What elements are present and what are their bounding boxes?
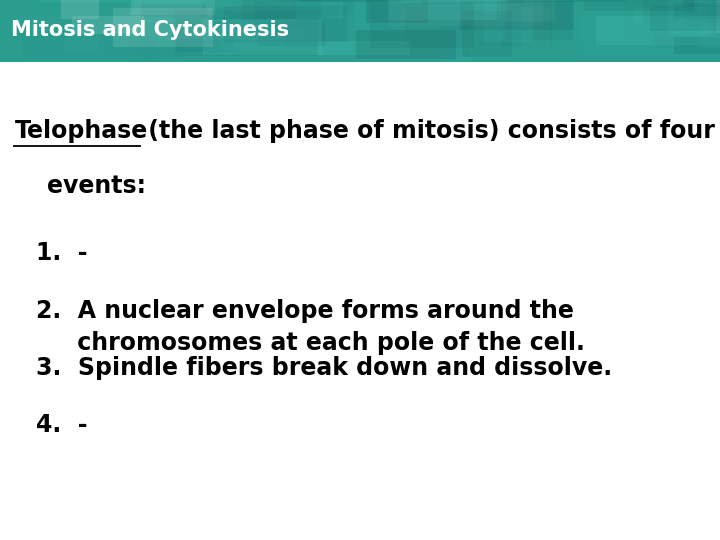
Text: events:: events: [14, 174, 146, 198]
FancyBboxPatch shape [668, 0, 720, 36]
FancyBboxPatch shape [220, 20, 284, 50]
FancyBboxPatch shape [140, 4, 206, 17]
FancyBboxPatch shape [685, 0, 720, 26]
FancyBboxPatch shape [203, 19, 322, 55]
FancyBboxPatch shape [301, 0, 401, 2]
FancyBboxPatch shape [60, 0, 99, 18]
FancyBboxPatch shape [38, 0, 177, 3]
FancyBboxPatch shape [462, 11, 512, 57]
FancyBboxPatch shape [268, 0, 423, 4]
FancyBboxPatch shape [258, 22, 325, 46]
FancyBboxPatch shape [356, 30, 456, 58]
FancyBboxPatch shape [653, 33, 720, 45]
FancyBboxPatch shape [135, 0, 233, 6]
Text: Telophase: Telophase [14, 119, 148, 144]
FancyBboxPatch shape [484, 0, 533, 42]
FancyBboxPatch shape [634, 7, 701, 23]
FancyBboxPatch shape [366, 0, 428, 23]
FancyBboxPatch shape [701, 12, 720, 48]
FancyBboxPatch shape [131, 0, 215, 15]
FancyBboxPatch shape [459, 2, 574, 30]
FancyBboxPatch shape [72, 16, 144, 33]
FancyBboxPatch shape [354, 4, 405, 33]
FancyBboxPatch shape [224, 6, 347, 42]
FancyBboxPatch shape [596, 16, 720, 45]
FancyBboxPatch shape [369, 3, 474, 48]
FancyBboxPatch shape [456, 0, 554, 20]
Text: (the last phase of mitosis) consists of four: (the last phase of mitosis) consists of … [140, 119, 715, 144]
FancyBboxPatch shape [63, 25, 99, 50]
FancyBboxPatch shape [484, 0, 544, 15]
FancyBboxPatch shape [174, 10, 319, 56]
FancyBboxPatch shape [176, 18, 233, 52]
FancyBboxPatch shape [317, 41, 410, 55]
Text: 3.  Spindle fibers break down and dissolve.: 3. Spindle fibers break down and dissolv… [36, 356, 612, 380]
FancyBboxPatch shape [583, 0, 624, 40]
Text: 4.  -: 4. - [36, 413, 88, 437]
FancyBboxPatch shape [201, 0, 339, 18]
Text: Mitosis and Cytokinesis: Mitosis and Cytokinesis [11, 20, 289, 40]
FancyBboxPatch shape [388, 0, 497, 19]
FancyBboxPatch shape [642, 0, 720, 23]
FancyBboxPatch shape [0, 0, 720, 62]
FancyBboxPatch shape [716, 0, 720, 33]
FancyBboxPatch shape [584, 0, 694, 11]
FancyBboxPatch shape [295, 0, 354, 15]
FancyBboxPatch shape [508, 0, 626, 2]
FancyBboxPatch shape [674, 3, 720, 19]
FancyBboxPatch shape [650, 6, 720, 31]
FancyBboxPatch shape [112, 8, 212, 46]
FancyBboxPatch shape [501, 0, 552, 48]
FancyBboxPatch shape [441, 30, 472, 62]
FancyBboxPatch shape [243, 0, 321, 22]
Text: 2.  A nuclear envelope forms around the
     chromosomes at each pole of the cel: 2. A nuclear envelope forms around the c… [36, 299, 585, 355]
FancyBboxPatch shape [422, 0, 525, 4]
Text: 1.  -: 1. - [36, 241, 88, 265]
FancyBboxPatch shape [505, 0, 572, 40]
FancyBboxPatch shape [296, 1, 343, 19]
FancyBboxPatch shape [714, 0, 720, 37]
FancyBboxPatch shape [129, 0, 254, 39]
FancyBboxPatch shape [675, 37, 720, 53]
FancyBboxPatch shape [700, 0, 720, 2]
FancyBboxPatch shape [698, 0, 720, 14]
FancyBboxPatch shape [683, 0, 720, 7]
